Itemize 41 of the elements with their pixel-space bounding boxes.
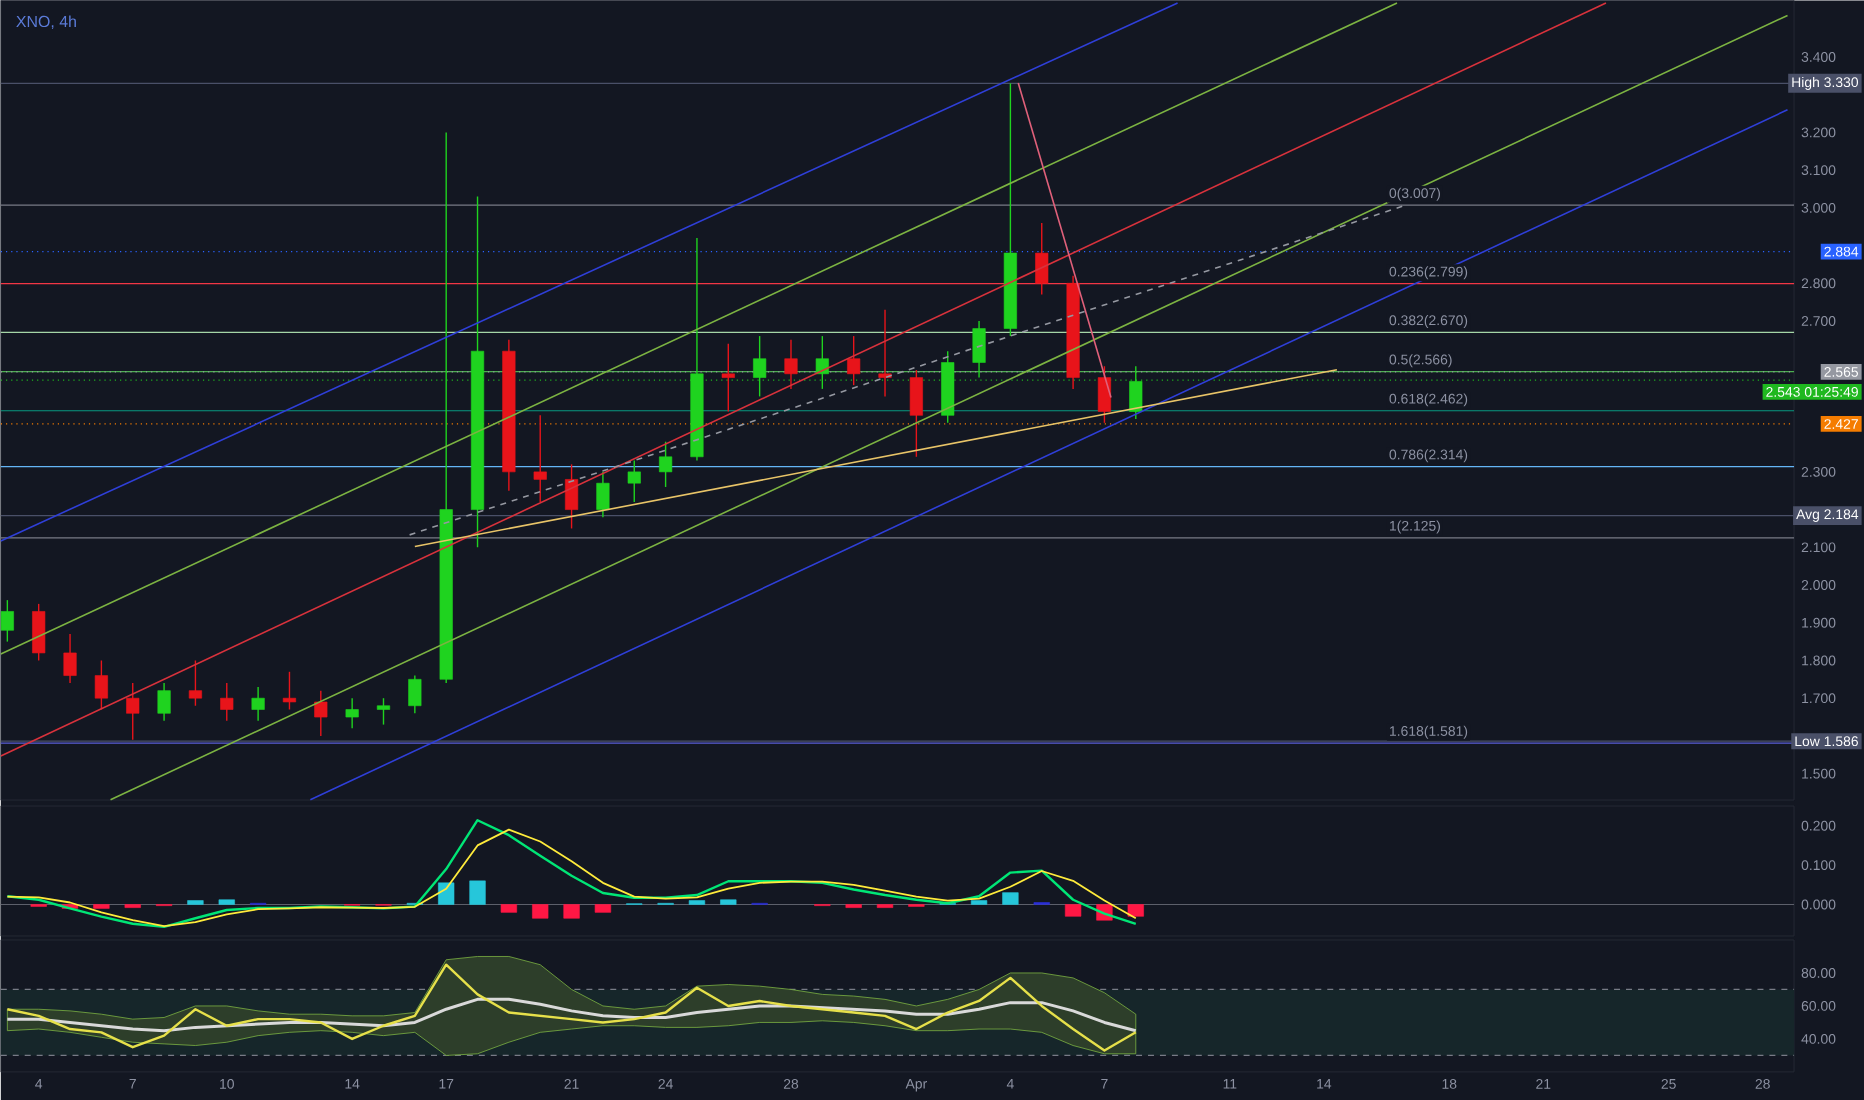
bar	[500, 904, 518, 913]
bar	[1127, 904, 1144, 917]
candlestick	[314, 689, 328, 737]
bar	[469, 880, 486, 905]
candlestick	[565, 463, 579, 530]
bar	[532, 904, 549, 919]
bar	[1064, 904, 1082, 917]
candlestick	[1129, 365, 1143, 420]
candlestick	[32, 603, 46, 662]
candlestick	[659, 441, 673, 488]
candlestick	[909, 369, 923, 458]
bar	[218, 899, 235, 905]
bar	[720, 899, 737, 905]
candlestick	[188, 659, 202, 707]
candlestick	[345, 697, 359, 730]
candlestick	[533, 414, 547, 503]
candlestick	[408, 674, 422, 715]
candlestick	[63, 633, 77, 684]
candlestick	[94, 659, 108, 711]
candlestick	[972, 320, 986, 379]
bar	[594, 904, 612, 913]
candlestick	[721, 342, 735, 413]
candlestick	[0, 599, 14, 643]
candlestick	[596, 471, 610, 518]
candlestick	[878, 309, 892, 398]
candlestick	[376, 697, 391, 726]
bar	[563, 904, 580, 919]
candlestick	[1035, 222, 1049, 296]
candlestick	[220, 682, 234, 722]
candlestick	[126, 682, 140, 741]
bar	[1002, 892, 1019, 905]
candlestick	[753, 335, 767, 398]
candlestick	[251, 686, 265, 722]
candlestick	[282, 671, 297, 711]
candlestick	[815, 335, 829, 390]
candlestick	[784, 339, 798, 390]
candlestick	[847, 335, 861, 386]
candlestick	[627, 459, 641, 503]
bar	[438, 882, 455, 905]
candlestick	[157, 682, 171, 722]
candlestick	[1097, 365, 1112, 424]
